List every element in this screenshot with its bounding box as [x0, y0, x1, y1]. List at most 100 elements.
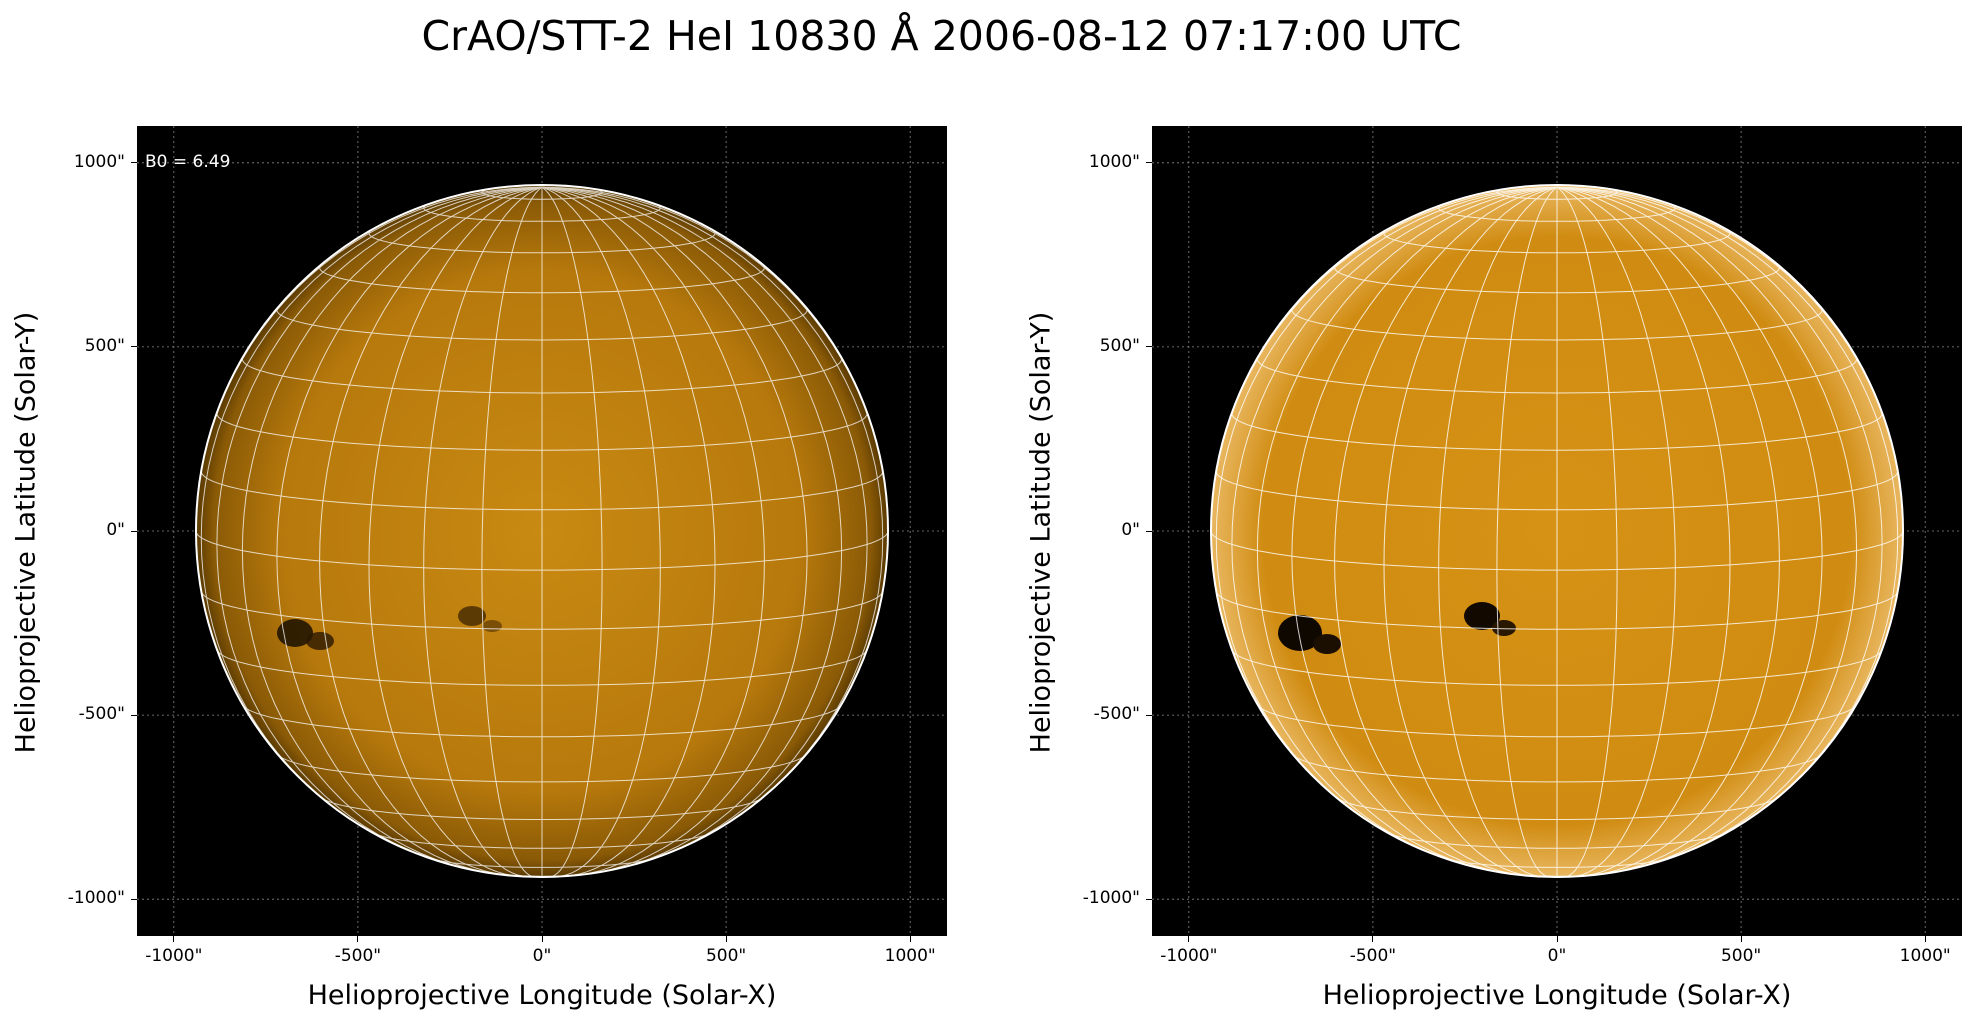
y-tick-mark: [1146, 530, 1152, 532]
y-tick-label: -1000": [67, 888, 125, 909]
b0-annotation: B0 = 6.49: [145, 152, 231, 172]
y-tick-label: -1000": [1082, 888, 1140, 909]
parallel-line: [319, 264, 765, 294]
x-tick-mark: [357, 936, 359, 942]
solar-image-right: [1152, 126, 1962, 936]
x-tick-mark: [541, 936, 543, 942]
parallel-line: [201, 592, 883, 630]
active-region: [1464, 602, 1500, 630]
parallel-line: [1293, 754, 1821, 783]
parallel-line: [368, 229, 716, 254]
y-tick-label: 1000": [73, 151, 125, 172]
y-tick-mark: [131, 898, 137, 900]
x-tick-label: 1000": [1899, 946, 1951, 966]
meridian-line: [1231, 186, 1558, 858]
meridian-line: [481, 186, 543, 877]
x-tick-label: 500": [705, 946, 747, 966]
x-tick-mark: [725, 936, 727, 942]
y-axis-label-right: Helioprojective Latitude (Solar-Y): [1025, 311, 1057, 754]
x-axis-label-left: Helioprojective Longitude (Solar-X): [307, 980, 777, 1011]
x-tick-label: -500": [334, 946, 382, 966]
y-tick-mark: [131, 346, 137, 348]
parallel-line: [322, 797, 762, 820]
active-region: [458, 606, 486, 626]
x-axis-label-right: Helioprojective Longitude (Solar-X): [1322, 980, 1792, 1011]
y-tick-mark: [131, 530, 137, 532]
meridian-line: [423, 186, 543, 877]
parallel-line: [216, 413, 868, 451]
parallel-line: [1256, 357, 1858, 394]
parallel-line: [481, 187, 603, 200]
y-tick-label: 500": [1099, 335, 1140, 356]
meridian-line: [1556, 186, 1731, 877]
active-region: [1313, 634, 1341, 654]
parallel-line: [216, 650, 868, 686]
meridian-line: [1556, 186, 1618, 877]
parallel-line: [1438, 203, 1676, 222]
x-tick-label: 0": [532, 946, 552, 966]
meridian-line: [1383, 186, 1558, 877]
parallel-line: [1383, 229, 1731, 254]
parallel-line: [372, 832, 712, 849]
parallel-line: [200, 471, 884, 511]
y-tick-label: 0": [106, 520, 125, 540]
y-tick-label: -500": [78, 704, 125, 725]
parallel-line: [243, 706, 841, 738]
meridian-line: [541, 186, 603, 877]
parallel-line: [1231, 650, 1883, 686]
active-region: [1492, 620, 1516, 636]
y-tick-mark: [1146, 162, 1152, 164]
meridian-line: [541, 186, 765, 876]
y-tick-label: 500": [84, 335, 125, 356]
meridian-line: [1256, 186, 1558, 869]
parallel-line: [1216, 592, 1898, 630]
solar-disk-right-svg: [1152, 126, 1962, 936]
meridian-line: [368, 186, 543, 877]
x-tick-label: -1000": [145, 946, 203, 966]
y-tick-mark: [131, 162, 137, 164]
parallel-line: [278, 754, 806, 783]
meridian-line: [1556, 186, 1676, 877]
x-tick-mark: [1924, 936, 1926, 942]
x-tick-mark: [1372, 936, 1374, 942]
y-tick-mark: [1146, 346, 1152, 348]
meridian-line: [1334, 186, 1558, 876]
solar-image-left: [137, 126, 947, 936]
meridian-line: [1556, 186, 1883, 858]
x-tick-mark: [909, 936, 911, 942]
parallel-line: [431, 858, 653, 868]
x-tick-label: 0": [1547, 946, 1567, 966]
meridian-line: [216, 186, 543, 858]
heliographic-grid-right: [1211, 186, 1903, 877]
y-tick-mark: [131, 714, 137, 716]
parallel-line: [1231, 413, 1883, 451]
parallel-line: [1211, 530, 1903, 571]
y-tick-mark: [1146, 898, 1152, 900]
meridian-line: [1556, 186, 1858, 869]
x-tick-label: -500": [1349, 946, 1397, 966]
x-tick-mark: [1740, 936, 1742, 942]
parallel-line: [1337, 797, 1777, 820]
meridian-line: [1556, 186, 1780, 876]
figure-title: CrAO/STT-2 HeI 10830 Å 2006-08-12 07:17:…: [421, 12, 1462, 60]
x-tick-label: -1000": [1160, 946, 1218, 966]
x-tick-mark: [1188, 936, 1190, 942]
meridian-line: [541, 186, 843, 869]
limb-outline: [195, 184, 889, 878]
x-tick-mark: [173, 936, 175, 942]
y-tick-mark: [1146, 714, 1152, 716]
y-tick-label: -500": [1093, 704, 1140, 725]
y-tick-label: 0": [1121, 520, 1140, 540]
meridian-line: [1496, 186, 1558, 877]
parallel-line: [1258, 706, 1856, 738]
parallel-line: [276, 308, 808, 341]
parallel-line: [196, 530, 888, 571]
parallel-line: [1387, 832, 1727, 849]
active-region: [482, 620, 502, 632]
meridian-line: [1438, 186, 1558, 877]
limb-outline: [1210, 184, 1904, 878]
parallel-line: [1215, 471, 1899, 511]
solar-disk-left-svg: [137, 126, 947, 936]
y-tick-label: 1000": [1088, 151, 1140, 172]
y-axis-label-left: Helioprojective Latitude (Solar-Y): [10, 311, 42, 754]
